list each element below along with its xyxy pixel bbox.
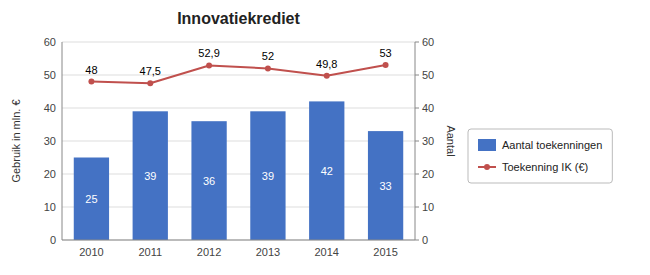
y2-tick-label: 60	[422, 36, 434, 48]
bar-label: 33	[379, 180, 391, 192]
line-marker	[324, 73, 330, 79]
bar-label: 25	[85, 193, 97, 205]
chart-container: Innovatiekrediet 0 10 20 30 40 50 60 0 10 20 30 40 50…	[0, 0, 650, 275]
grid-line	[62, 207, 415, 208]
legend-label: Toekenning IK (€)	[502, 161, 588, 173]
line-label: 47,5	[140, 65, 161, 77]
line-marker	[88, 79, 94, 85]
y2-tick-label: 40	[422, 102, 434, 114]
bar	[133, 111, 168, 240]
legend: Aantal toekenningen Toekenning IK (€)	[468, 129, 612, 183]
bar	[309, 101, 344, 240]
y2-tick-label: 10	[422, 201, 434, 213]
x-tick-label: 2015	[373, 246, 397, 258]
line-label: 48	[85, 64, 97, 76]
grid-line	[62, 240, 415, 241]
bar	[368, 131, 403, 240]
y2-axis-label: Aantal	[445, 125, 457, 156]
y2-tick-label: 0	[422, 234, 428, 246]
line	[91, 65, 385, 83]
y-tick-label: 50	[44, 69, 56, 81]
y2-axis-line	[415, 42, 416, 240]
y2-tick-label: 30	[422, 135, 434, 147]
bar-label: 39	[144, 170, 156, 182]
y-tick-label: 0	[50, 234, 56, 246]
x-tick-label: 2012	[197, 246, 221, 258]
line-label: 52,9	[198, 47, 219, 59]
line-label: 53	[379, 47, 391, 59]
grid-line	[62, 108, 415, 109]
y-tick-label: 30	[44, 135, 56, 147]
bar-label: 39	[262, 170, 274, 182]
line-label: 49,8	[316, 58, 337, 70]
y-tick-label: 40	[44, 102, 56, 114]
y2-tick	[415, 75, 419, 76]
bar-label: 42	[321, 165, 333, 177]
y2-tick	[415, 240, 419, 241]
x-tick-label: 2011	[138, 246, 162, 258]
grid-line	[62, 75, 415, 76]
grid	[62, 42, 415, 240]
x-tick-label: 2013	[256, 246, 280, 258]
x-tick-label: 2014	[315, 246, 339, 258]
data-labels: 25 39 36 39 42 33 48 47,5 52,9 52 49,8 53	[85, 47, 391, 205]
line-marker	[383, 62, 389, 68]
y2-tick-label: 50	[422, 69, 434, 81]
y-tick-label: 20	[44, 168, 56, 180]
line-marker	[265, 65, 271, 71]
plot-marks	[74, 62, 403, 240]
line-label: 52	[262, 50, 274, 62]
bar	[250, 111, 285, 240]
y-tick-label: 60	[44, 36, 56, 48]
y2-tick	[415, 42, 419, 43]
bar	[74, 158, 109, 241]
line-marker	[206, 62, 212, 68]
line-marker	[147, 80, 153, 86]
y-axis-label: Gebruik in mln. €	[10, 99, 22, 182]
legend-swatch	[478, 139, 496, 151]
legend-box	[468, 129, 612, 183]
y2-tick	[415, 141, 419, 142]
y-axis-line	[62, 42, 63, 240]
chart-svg: Innovatiekrediet 0 10 20 30 40 50 60 0 10 20 30 40 50…	[0, 0, 650, 275]
legend-marker	[484, 164, 490, 170]
legend-label: Aantal toekenningen	[502, 139, 602, 151]
grid-line	[62, 141, 415, 142]
x-tick-label: 2010	[79, 246, 103, 258]
bar	[191, 121, 226, 240]
x-axis-line	[62, 240, 415, 241]
title: Innovatiekrediet	[177, 10, 300, 27]
y2-tick	[415, 108, 419, 109]
y2-tick	[415, 174, 419, 175]
grid-line	[62, 174, 415, 175]
y2-tick	[415, 207, 419, 208]
bar-label: 36	[203, 175, 215, 187]
y-tick-label: 10	[44, 201, 56, 213]
y2-tick-label: 20	[422, 168, 434, 180]
grid-line	[62, 42, 415, 43]
